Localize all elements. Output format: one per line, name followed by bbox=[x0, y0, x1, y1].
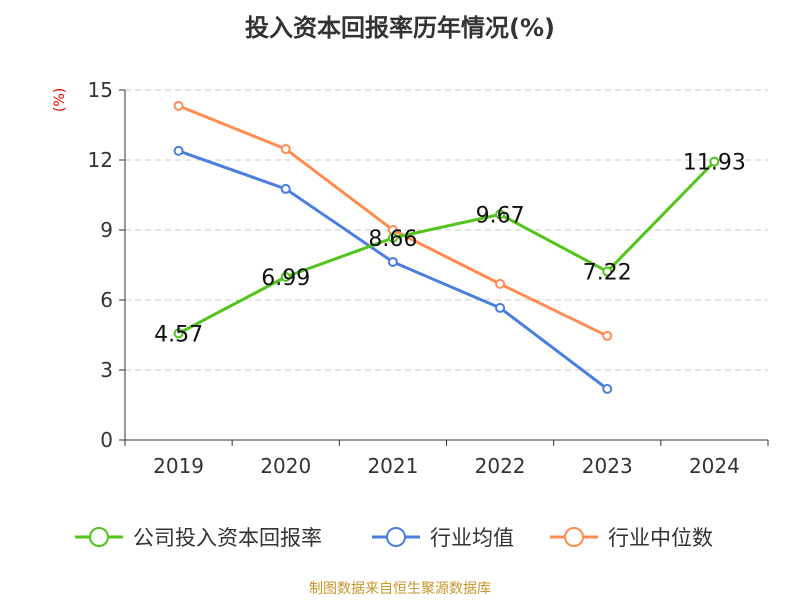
series-line bbox=[178, 149, 609, 391]
data-point bbox=[709, 156, 720, 167]
y-tick-label: 15 bbox=[88, 78, 113, 102]
data-point bbox=[173, 145, 184, 156]
data-label: 7.22 bbox=[583, 261, 632, 286]
data-label: 4.57 bbox=[154, 322, 203, 347]
series-line bbox=[178, 104, 608, 338]
x-tick-label: 2022 bbox=[475, 454, 526, 478]
x-tick-label: 2023 bbox=[582, 454, 633, 478]
data-point bbox=[602, 330, 613, 341]
data-point bbox=[387, 232, 398, 243]
data-point bbox=[280, 271, 291, 282]
legend-label: 行业中位数 bbox=[608, 526, 713, 550]
data-point bbox=[495, 302, 506, 313]
data-label: 9.67 bbox=[476, 203, 525, 228]
x-tick-label: 2019 bbox=[153, 454, 204, 478]
series-line bbox=[177, 160, 716, 335]
source-note: 制图数据来自恒生聚源数据库 bbox=[309, 581, 491, 597]
legend-marker bbox=[564, 527, 584, 547]
y-tick-label: 9 bbox=[100, 218, 113, 242]
data-label: 6.99 bbox=[261, 266, 310, 291]
x-tick-label: 2021 bbox=[367, 454, 418, 478]
chart-title: 投入资本回报率历年情况(%) bbox=[245, 14, 555, 42]
data-point bbox=[387, 256, 398, 267]
legend-marker bbox=[386, 527, 406, 547]
data-point bbox=[602, 266, 613, 277]
x-tick-label: 2024 bbox=[689, 454, 740, 478]
y-tick-label: 3 bbox=[100, 358, 113, 382]
legend-label: 公司投入资本回报率 bbox=[133, 526, 322, 550]
y-tick-label: 6 bbox=[100, 288, 113, 312]
data-point bbox=[173, 328, 184, 339]
y-tick-label: 12 bbox=[88, 148, 113, 172]
data-point bbox=[495, 278, 506, 289]
legend-label: 行业均值 bbox=[430, 526, 514, 550]
y-tick-label: 0 bbox=[100, 428, 113, 452]
data-label: 11.93 bbox=[683, 151, 746, 176]
legend-marker bbox=[89, 527, 109, 547]
data-point bbox=[602, 383, 613, 394]
data-point bbox=[173, 100, 184, 111]
data-point bbox=[495, 209, 506, 220]
data-point bbox=[280, 144, 291, 155]
x-tick-label: 2020 bbox=[260, 454, 311, 478]
data-label: 8.66 bbox=[368, 227, 417, 252]
data-point bbox=[280, 183, 291, 194]
